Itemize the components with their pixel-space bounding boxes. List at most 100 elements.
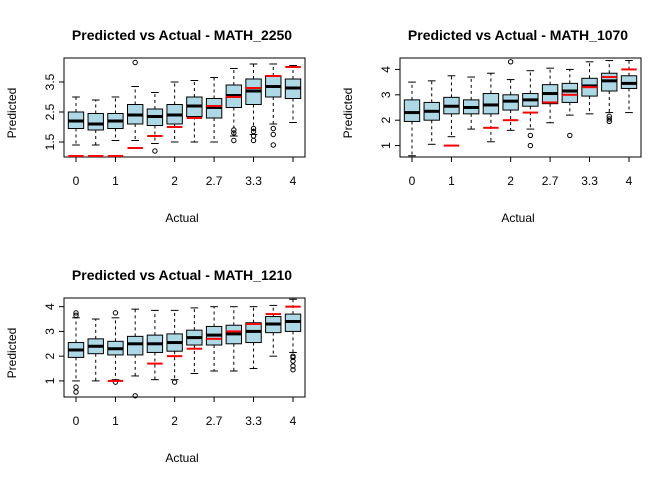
outlier-point — [270, 131, 276, 138]
box-6 — [186, 80, 203, 143]
box-5 — [502, 59, 519, 131]
box-2 — [107, 310, 124, 385]
plot-area: 0 1 2 2.7 3.3 4 1 2 3 4 — [43, 297, 306, 428]
plot-area: 0 1 2 2.7 3.3 4 1.5 2.5 3.5 — [43, 57, 306, 188]
chart-title: Predicted vs Actual - MATH_1070 — [408, 27, 628, 43]
outlier-point — [152, 148, 158, 154]
outlier-point — [567, 132, 573, 139]
y-tick-label: 3 — [43, 328, 57, 335]
x-tick-label: 2.7 — [206, 414, 223, 428]
box-0 — [67, 310, 85, 395]
box-7 — [205, 77, 223, 143]
outlier-point — [527, 142, 534, 149]
x-axis-label: Actual — [501, 211, 534, 225]
box-4 — [482, 72, 500, 143]
box-9 — [245, 63, 262, 144]
x-tick-label: 3.3 — [581, 174, 598, 188]
x-tick-label: 1 — [112, 174, 119, 188]
x-tick-label: 0 — [409, 174, 416, 188]
chart-panel-math-1210: Predicted vs Actual - MATH_1210 Actual P… — [5, 267, 306, 465]
outlier-point — [73, 310, 79, 316]
box-8 — [225, 306, 243, 372]
x-tick-label: 2 — [171, 414, 178, 428]
x-tick-label: 4 — [290, 414, 297, 428]
y-tick-label: 1 — [379, 142, 393, 149]
y-tick-label: 2 — [43, 353, 57, 360]
box-10 — [265, 304, 282, 357]
box-4 — [146, 309, 164, 381]
x-tick-label: 3.3 — [245, 174, 262, 188]
x-axis-label: Actual — [165, 451, 198, 465]
y-tick-label: 1 — [43, 377, 57, 384]
box-5 — [166, 309, 183, 385]
outlier-point — [290, 353, 296, 359]
x-tick-label: 4 — [290, 174, 297, 188]
box-1 — [423, 80, 440, 145]
outlier-point — [250, 125, 257, 132]
y-tick-label: 2 — [379, 117, 393, 124]
outlier-point — [171, 379, 178, 385]
y-tick-label: 3.5 — [43, 73, 57, 90]
box-3 — [462, 76, 480, 130]
chart-panel-math-2250: Predicted vs Actual - MATH_2250 Actual P… — [5, 27, 306, 225]
box-5 — [166, 81, 183, 143]
x-axis-label: Actual — [165, 211, 198, 225]
box-3 — [126, 59, 144, 141]
box-8 — [561, 68, 579, 139]
outlier-point — [606, 113, 612, 120]
outlier-point — [250, 128, 257, 135]
x-tick-label: 0 — [73, 174, 80, 188]
outlier-point — [73, 389, 79, 395]
box-11 — [284, 65, 302, 123]
x-tick-label: 1 — [112, 414, 119, 428]
x-tick-label: 1 — [448, 174, 455, 188]
box-3 — [126, 308, 144, 399]
y-tick-label: 3 — [379, 91, 393, 98]
outlier-point — [231, 130, 237, 136]
y-tick-label: 4 — [43, 303, 57, 310]
box-2 — [443, 75, 460, 138]
outlier-point — [270, 142, 276, 148]
box-0 — [403, 81, 421, 157]
box-body — [87, 113, 104, 131]
outlier-point — [231, 137, 237, 144]
box-body — [403, 99, 421, 122]
box-7 — [541, 67, 559, 124]
x-tick-label: 2 — [507, 174, 514, 188]
plot-frame — [63, 297, 306, 398]
box-2 — [107, 96, 124, 141]
outlier-point — [132, 59, 138, 66]
y-axis-label: Predicted — [5, 88, 19, 139]
outlier-point — [270, 125, 276, 132]
box-6 — [522, 70, 539, 149]
y-tick-label: 4 — [379, 66, 393, 73]
box-7 — [205, 306, 223, 372]
box-11 — [284, 298, 302, 373]
box-6 — [186, 307, 203, 374]
box-9 — [245, 306, 262, 370]
plot-frame — [399, 57, 642, 158]
outlier-point — [606, 116, 612, 122]
x-tick-label: 4 — [626, 174, 633, 188]
y-axis-label: Predicted — [5, 328, 19, 379]
plot-area: 0 1 2 2.7 3.3 4 1 2 3 4 — [379, 57, 642, 188]
outlier-point — [132, 393, 138, 399]
outlier-point — [290, 358, 296, 364]
x-tick-label: 0 — [73, 414, 80, 428]
outlier-point — [507, 59, 514, 65]
chart-title: Predicted vs Actual - MATH_2250 — [72, 27, 292, 43]
box-0 — [67, 96, 85, 146]
x-tick-label: 2 — [171, 174, 178, 188]
outlier-point — [290, 363, 296, 369]
box-11 — [620, 60, 638, 114]
outlier-point — [73, 312, 79, 319]
box-body — [561, 82, 579, 103]
chart-panel-math-1070: Predicted vs Actual - MATH_1070 Actual P… — [341, 27, 642, 225]
box-4 — [146, 92, 164, 154]
plot-frame — [63, 57, 306, 158]
outlier-point — [231, 127, 237, 133]
x-tick-label: 2.7 — [542, 174, 559, 188]
box-10 — [265, 63, 282, 148]
box-body — [126, 335, 144, 356]
